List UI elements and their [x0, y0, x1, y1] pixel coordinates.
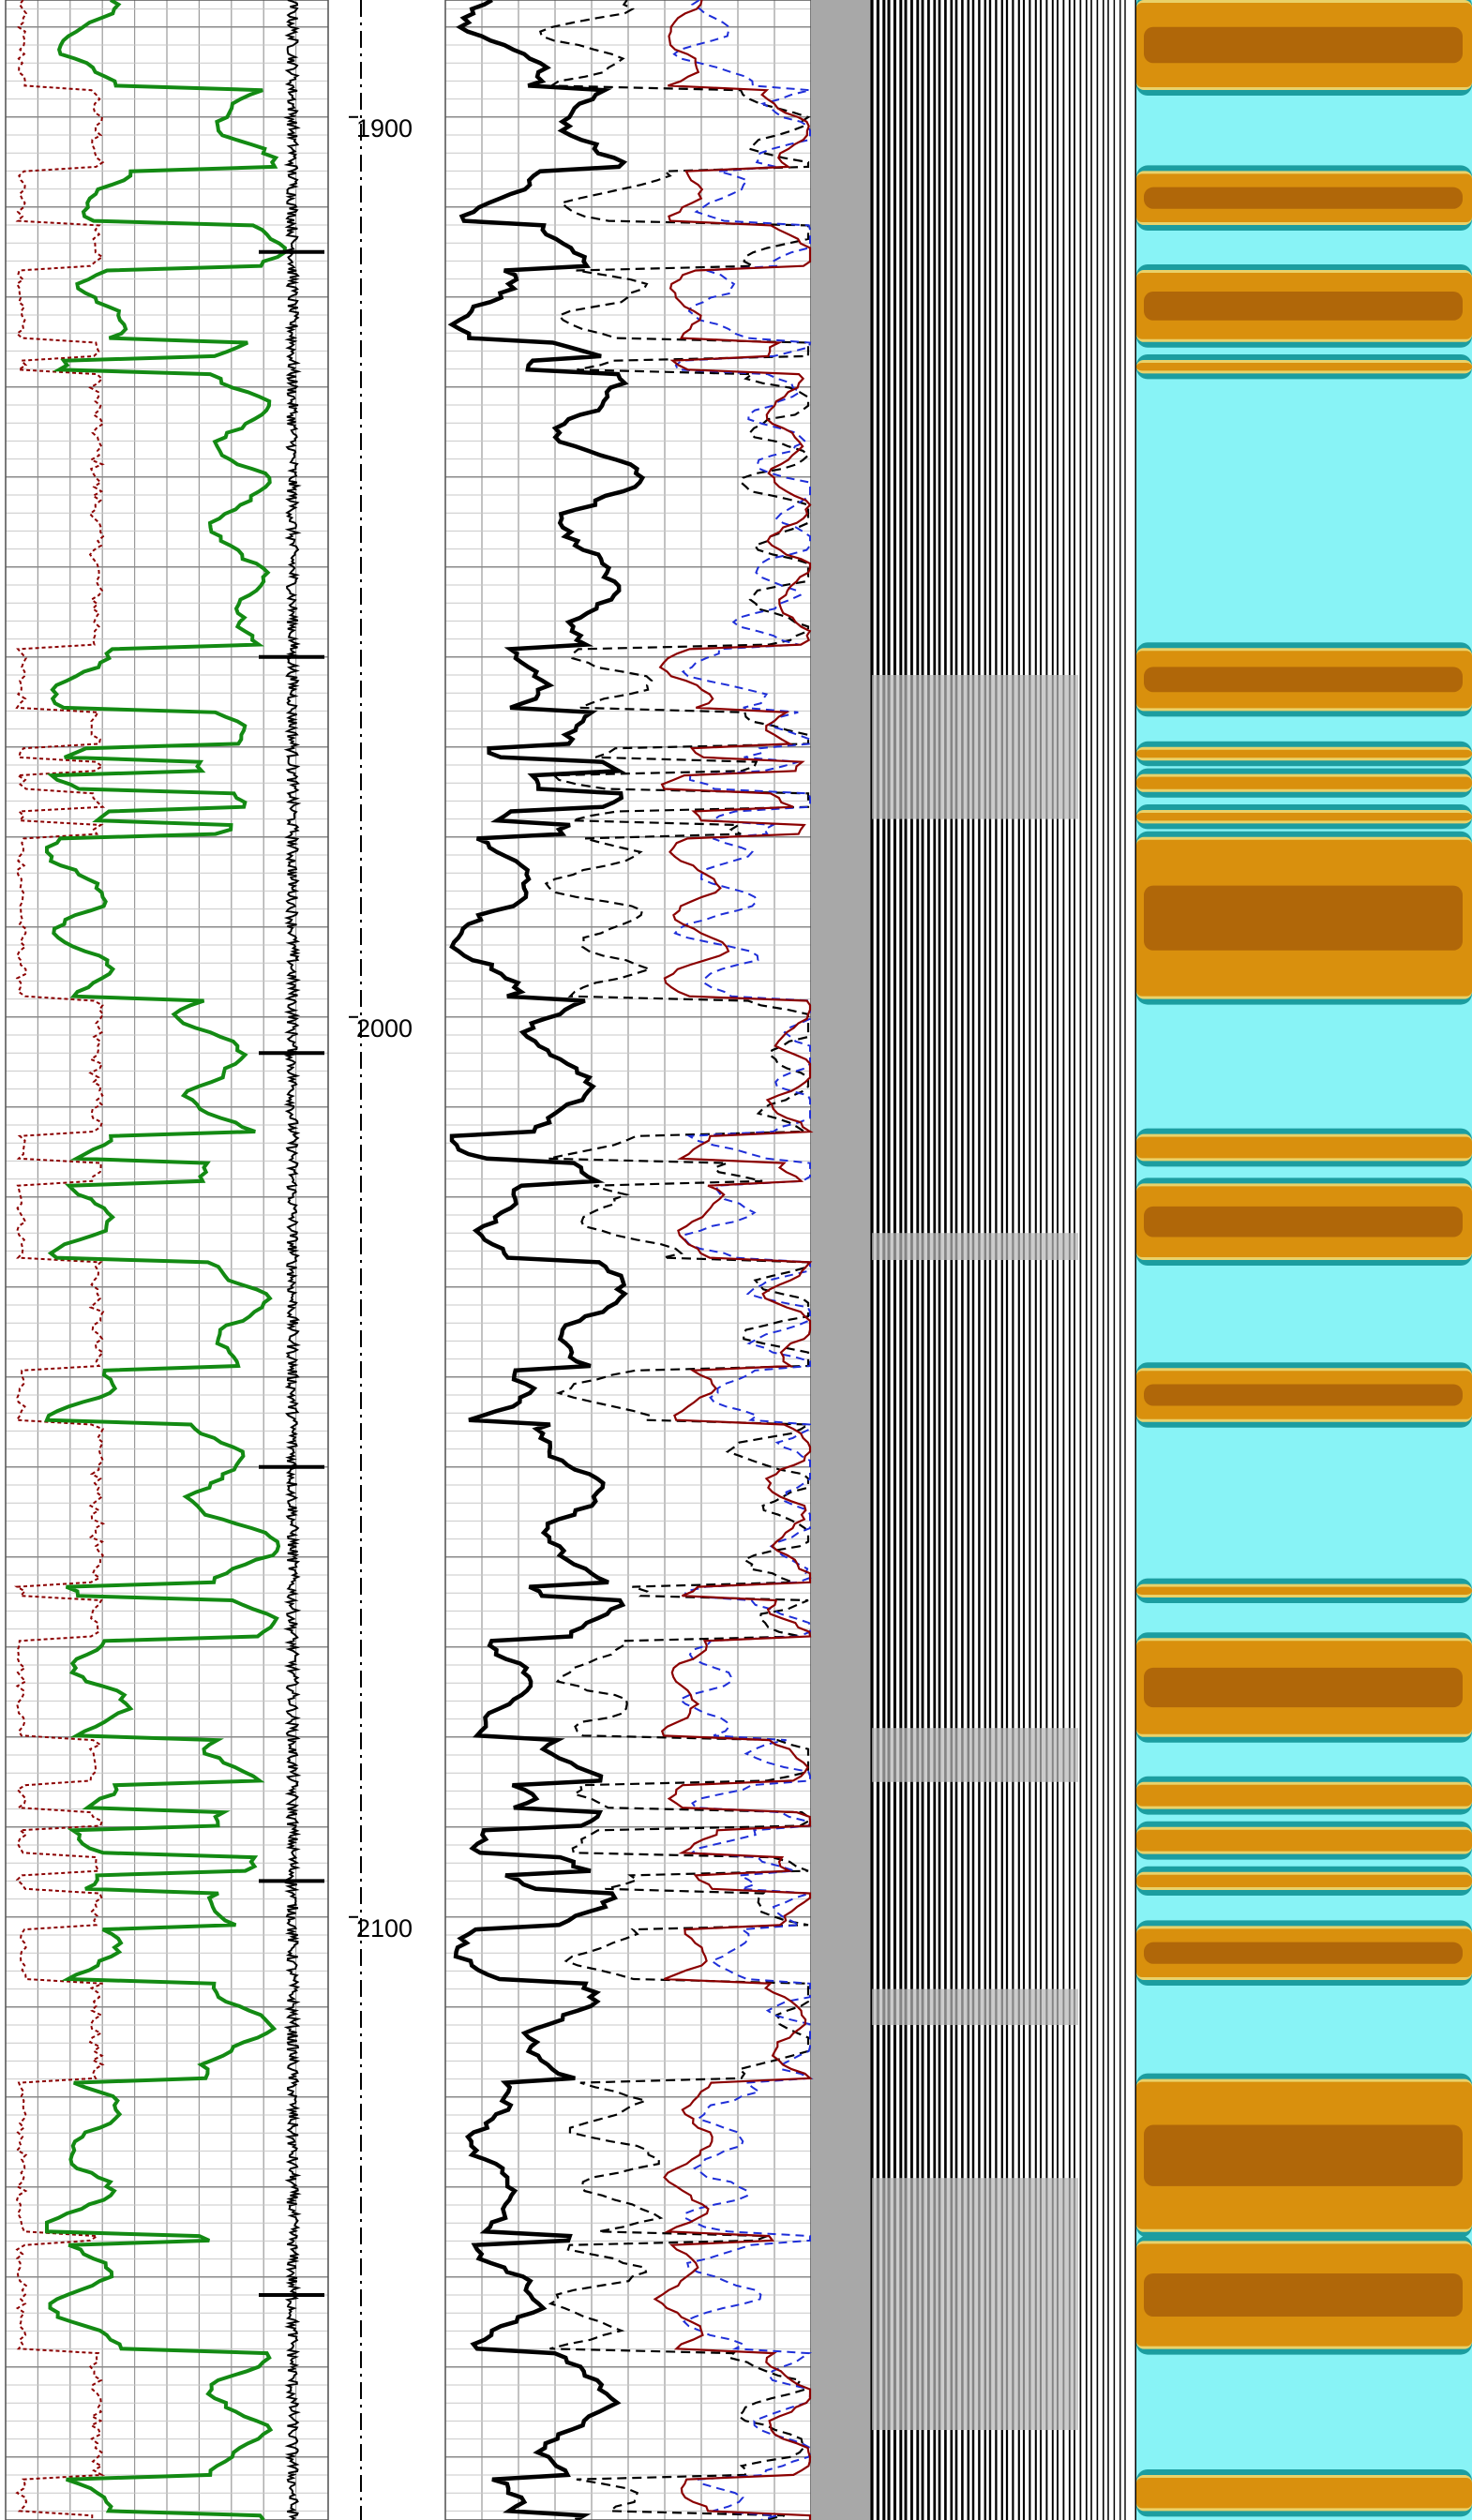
- image-bright-band: [1136, 363, 1472, 371]
- green-curve: [44, 0, 288, 2520]
- waveform-gray-patch: [872, 675, 1078, 819]
- black-noisy-curve: [283, 0, 302, 2520]
- waveform-gray-patch: [872, 1233, 1078, 1260]
- image-dark-core: [1144, 1667, 1463, 1708]
- image-dark-core: [1144, 1942, 1463, 1964]
- waveform-gray-lane: [811, 0, 872, 2520]
- image-dark-core: [1144, 1206, 1463, 1238]
- depth-tick-label: 2000: [356, 1014, 413, 1042]
- image-dark-core: [1144, 292, 1463, 321]
- image-bright-band: [1136, 1136, 1472, 1159]
- image-bright-band: [1136, 749, 1472, 758]
- depth-tick-label: 1900: [356, 114, 413, 142]
- waveform-gray-patch: [872, 1988, 1078, 2025]
- image-bright-band: [1136, 776, 1472, 789]
- image-dark-core: [1144, 2272, 1463, 2318]
- waveform-gray-patch: [872, 1728, 1078, 1782]
- dotted-red-curve: [13, 0, 106, 2520]
- image-dark-core: [1144, 187, 1463, 209]
- image-bright-band: [1136, 1586, 1472, 1595]
- image-bright-band: [1136, 1784, 1472, 1807]
- image-bright-band: [1136, 2478, 1472, 2509]
- curves-layer: [13, 0, 814, 2520]
- track-1-border: [5, 0, 329, 2520]
- bold-black-curve: [447, 0, 646, 2520]
- image-dark-core: [1144, 2124, 1463, 2186]
- image-dark-core: [1144, 667, 1463, 693]
- depth-track: 1900 2000 2100: [349, 0, 413, 2520]
- image-bright-band: [1136, 1829, 1472, 1852]
- image-bright-band: [1136, 813, 1472, 821]
- waveform-gray-patch: [872, 2178, 1078, 2430]
- track-2-grid: [444, 0, 812, 2520]
- waveform-track: [811, 0, 1138, 2520]
- image-dark-core: [1144, 26, 1463, 64]
- depth-tick-label: 2100: [356, 1914, 413, 1942]
- image-track: [1136, 0, 1472, 2520]
- image-bright-band: [1136, 1874, 1472, 1887]
- image-dark-core: [1144, 885, 1463, 951]
- image-dark-core: [1144, 1384, 1463, 1406]
- dark-red-curve: [653, 0, 814, 2520]
